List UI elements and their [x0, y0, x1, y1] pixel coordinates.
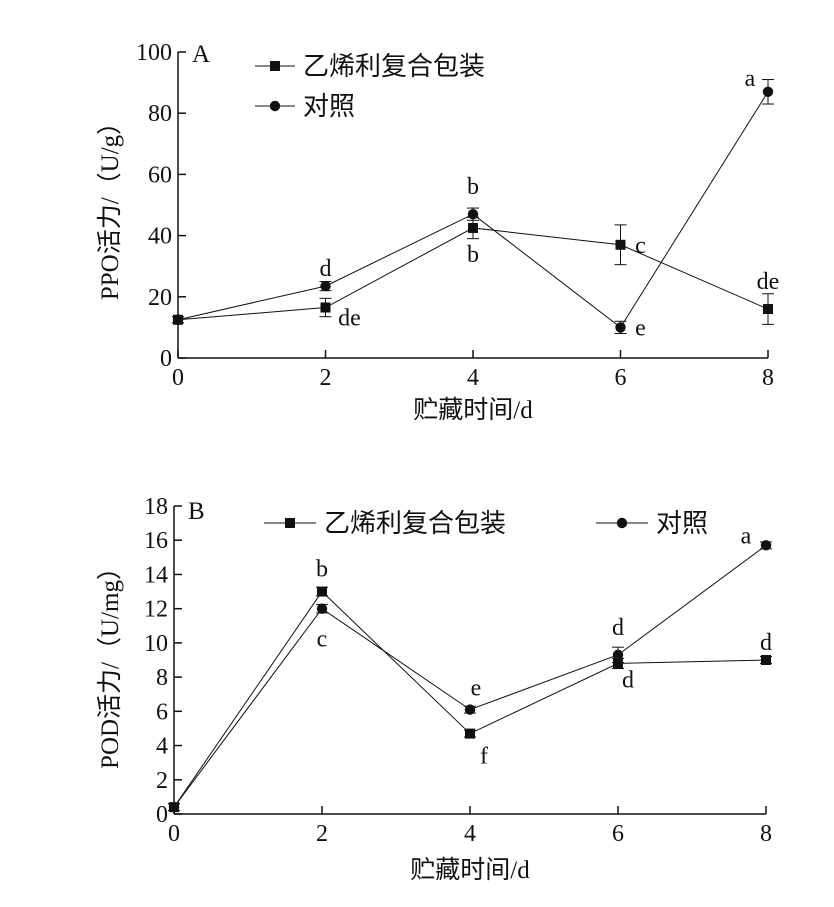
- x-tick-label: 0: [172, 365, 184, 391]
- square-marker: [761, 655, 771, 665]
- y-tick-label: 10: [144, 631, 168, 657]
- significance-letter: d: [760, 630, 772, 656]
- significance-letter: de: [338, 306, 361, 332]
- y-tick-label: 80: [148, 101, 172, 127]
- y-axis-title: POD活力/（U/mg）: [96, 555, 124, 769]
- square-marker: [613, 658, 623, 669]
- series-control: d b e a: [172, 66, 774, 341]
- square-marker: [465, 728, 475, 739]
- square-marker: [468, 222, 478, 233]
- significance-letter: de: [757, 269, 780, 295]
- legend-circle-marker: [616, 517, 628, 529]
- circle-marker: [168, 801, 180, 813]
- x-tick-label: 4: [464, 821, 476, 847]
- significance-letter: b: [316, 557, 328, 583]
- square-marker: [763, 304, 773, 315]
- y-tick-label: 8: [156, 665, 168, 691]
- circle-marker: [464, 704, 476, 715]
- y-tick-label: 0: [156, 802, 168, 828]
- y-tick-label: 2: [156, 768, 168, 794]
- legend-entry: 乙烯利复合包装: [264, 509, 506, 538]
- y-axis-title: PPO活力/（U/g）: [96, 110, 124, 300]
- y-tick-label: 60: [148, 162, 172, 188]
- series-control: c e d a: [168, 523, 772, 813]
- legend-square-marker: [270, 61, 280, 71]
- circle-marker: [760, 540, 772, 551]
- y-tick-label: 6: [156, 699, 168, 725]
- circle-marker: [172, 314, 184, 325]
- y-tick-label: 12: [144, 597, 168, 623]
- x-tick-label: 2: [320, 365, 332, 391]
- x-tick-label: 0: [168, 821, 180, 847]
- x-tick-label: 8: [762, 365, 774, 391]
- y-tick-label: 16: [144, 528, 168, 554]
- x-tick-label: 4: [467, 365, 479, 391]
- significance-letter: e: [635, 315, 646, 341]
- significance-letter: d: [320, 256, 332, 282]
- circle-marker: [615, 322, 626, 333]
- panel-label: A: [192, 41, 210, 68]
- circle-marker: [467, 208, 479, 220]
- y-tick-label: 40: [148, 224, 172, 250]
- y-tick-label: 0: [160, 346, 172, 372]
- x-tick-label: 6: [615, 365, 627, 391]
- series-ethephon-package: de b c de: [172, 216, 780, 332]
- square-marker: [320, 302, 331, 313]
- legend-label: 乙烯利复合包装: [324, 509, 506, 538]
- circle-marker: [612, 649, 624, 661]
- legend-circle-marker: [269, 100, 281, 112]
- circle-marker: [320, 280, 331, 292]
- x-axis-title: 贮藏时间/d: [413, 396, 533, 424]
- significance-letter: a: [741, 523, 752, 549]
- significance-letter: d: [612, 615, 624, 641]
- significance-letter: d: [622, 667, 634, 693]
- legend-entry: 对照: [255, 92, 355, 121]
- y-tick-label: 18: [144, 494, 168, 520]
- significance-letter: e: [471, 676, 482, 702]
- significance-letter: a: [745, 66, 756, 92]
- x-tick-label: 6: [612, 821, 624, 847]
- significance-letter: f: [480, 744, 488, 770]
- significance-letter: b: [467, 242, 479, 268]
- x-axis-title: 贮藏时间/d: [410, 856, 530, 884]
- square-marker: [317, 586, 327, 597]
- y-tick-label: 100: [136, 40, 172, 66]
- legend-square-marker: [285, 518, 295, 528]
- legend-label: 对照: [303, 92, 355, 121]
- legend-label: 对照: [656, 509, 708, 538]
- y-tick-label: 4: [156, 734, 168, 760]
- legend-entry: 乙烯利复合包装: [255, 52, 485, 81]
- panel-label: B: [188, 498, 205, 525]
- chart-panel-b: 0 2 4 6 8 0 2 4 6 8 10 12 14 16 18 B 贮藏时间/d POD活力/（U/mg） b…: [96, 494, 772, 884]
- y-tick-label: 20: [148, 285, 172, 311]
- legend-label: 乙烯利复合包装: [303, 52, 485, 81]
- x-tick-label: 2: [316, 821, 328, 847]
- y-tick-label: 14: [144, 562, 168, 588]
- circle-marker: [316, 603, 328, 614]
- significance-letter: c: [635, 233, 646, 259]
- significance-letter: b: [467, 174, 479, 200]
- x-tick-label: 8: [760, 821, 772, 847]
- legend-entry: 对照: [596, 509, 708, 538]
- square-marker: [615, 239, 626, 250]
- circle-marker: [762, 86, 774, 97]
- significance-letter: c: [317, 627, 328, 653]
